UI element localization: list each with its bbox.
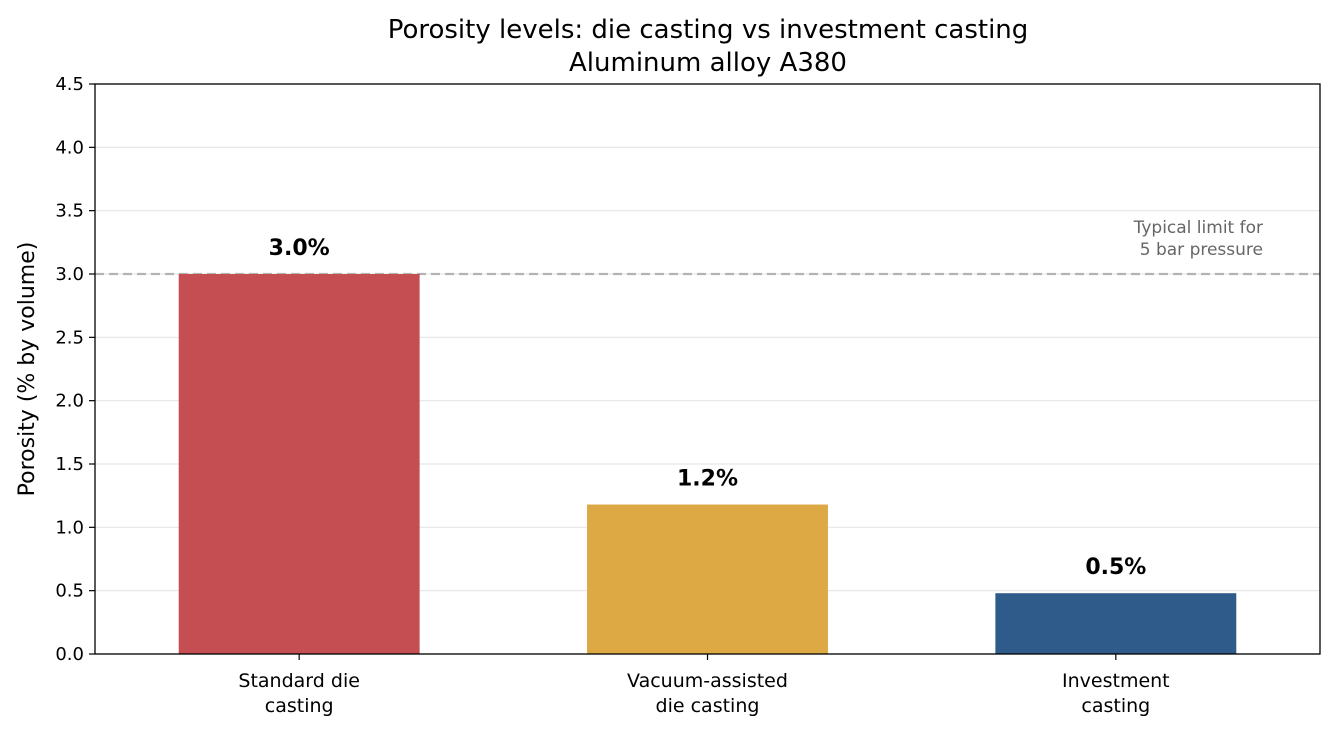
data-label-2: 1.2% [677,467,738,492]
bar-3 [995,593,1237,654]
y-tick-label: 4.5 [55,74,84,95]
data-label-3: 0.5% [1085,555,1146,580]
axes [89,83,1321,660]
reference-line-annotation: Typical limit for [1133,218,1263,238]
x-tick-label: die casting [656,695,760,717]
y-tick-label: 3.0 [55,264,84,285]
x-tick-label: Investment [1062,670,1170,692]
x-tick-label: casting [265,695,334,717]
chart-title: Porosity levels: die casting vs investme… [388,15,1029,45]
reference-line-annotation: 5 bar pressure [1140,240,1263,260]
y-tick-label: 2.5 [55,327,84,348]
y-tick-label: 2.0 [55,391,84,412]
plot-frame [94,83,1321,655]
labels: 3.0% Standard die casting 1.2% Vacuum-assist… [55,74,1263,717]
y-tick-label: 1.0 [55,517,84,538]
chart-subtitle: Aluminum alloy A380 [569,48,847,78]
x-tick-label: Vacuum-assisted [627,670,788,692]
y-tick-label: 3.5 [55,201,84,222]
y-axis-label: Porosity (% by volume) [15,242,40,497]
y-tick-label: 0.5 [55,581,84,602]
x-tick-label: Standard die [238,670,360,692]
data-label-1: 3.0% [269,236,330,261]
y-tick-label: 0.0 [55,644,84,665]
bar-2 [587,504,828,654]
y-tick-label: 4.0 [55,137,84,158]
bar-1 [178,274,420,654]
bars [178,274,1237,654]
x-tick-label: casting [1081,695,1150,717]
y-tick-label: 1.5 [55,454,84,475]
